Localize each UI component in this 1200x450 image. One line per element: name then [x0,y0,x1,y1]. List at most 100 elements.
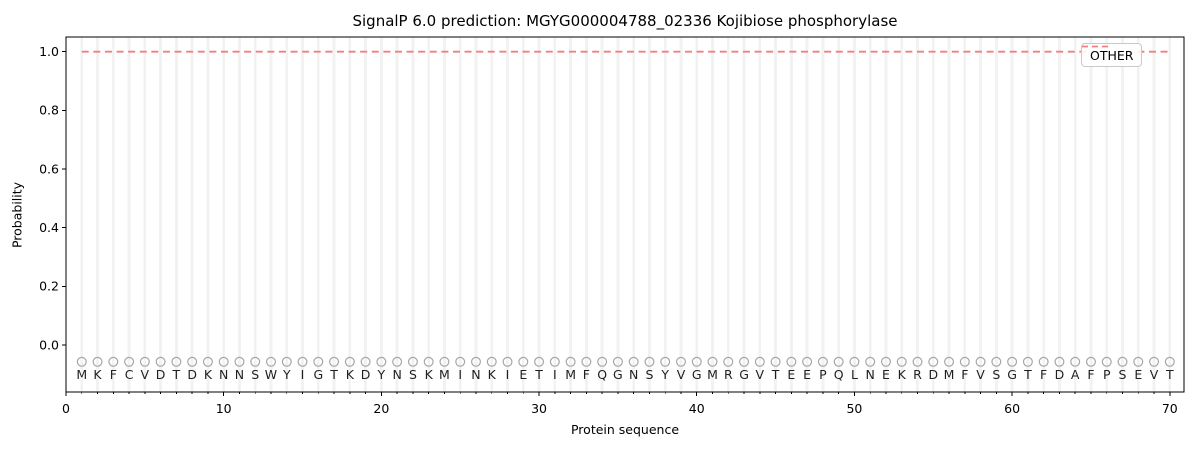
residue-marker [534,356,545,367]
residue-marker [234,356,245,367]
residue-marker [329,356,340,367]
axes-spines [65,36,1185,393]
residue-marker [1038,356,1049,367]
residue-marker [1117,356,1128,367]
residue-marker [849,356,860,367]
residue-letter: N [235,367,244,382]
residue-letter: V [1150,367,1159,382]
y-tick-label: 0.6 [39,161,59,176]
residue-letter: F [1040,367,1047,382]
y-tick-label: 0.2 [39,279,59,294]
x-axis-label: Protein sequence [570,422,680,437]
x-tick-label: 60 [1004,401,1020,416]
residue-marker [959,356,970,367]
residue-marker [455,356,466,367]
residue-marker [187,356,198,367]
residue-letter: E [519,367,527,382]
residue-letter: I [301,367,305,382]
residue-marker [581,356,592,367]
residue-letter: D [156,367,166,382]
residue-letter: Q [834,367,844,382]
residue-marker [928,356,939,367]
y-axis-label: Probability [9,181,25,249]
residue-marker [313,356,324,367]
residue-letter: N [219,367,228,382]
residue-marker [991,356,1002,367]
residue-marker [250,356,261,367]
residue-letter: C [125,367,134,382]
residue-letter: K [204,367,213,382]
x-tick-label: 0 [62,401,70,416]
residue-letter: M [707,367,718,382]
residue-marker [108,356,119,367]
residue-marker [360,356,371,367]
residue-marker [896,356,907,367]
residue-marker [518,356,529,367]
residue-marker [297,356,308,367]
residue-marker [644,356,655,367]
residue-marker [423,356,434,367]
x-tick-label: 50 [846,401,862,416]
residue-letter: E [803,367,811,382]
residue-marker [439,356,450,367]
residue-letter: F [583,367,590,382]
residue-letter: G [613,367,623,382]
residue-letter: I [458,367,462,382]
residue-letter: T [1023,367,1032,382]
residue-letter: V [141,367,150,382]
residue-marker [1070,356,1081,367]
residue-letter: N [392,367,401,382]
residue-marker [912,356,923,367]
residue-letter: A [1071,367,1080,382]
residue-marker [1007,356,1018,367]
residue-letter: Q [597,367,607,382]
residue-letter: K [346,367,355,382]
residue-marker [92,356,103,367]
residue-letter: K [425,367,434,382]
residue-marker [802,356,813,367]
legend-line-sample [1082,45,1110,48]
residue-marker [265,356,276,367]
residue-letter: S [1119,367,1127,382]
residue-letter: I [553,367,557,382]
residue-letter: K [898,367,907,382]
residue-marker [155,356,166,367]
residue-marker [660,356,671,367]
residue-letter: S [645,367,653,382]
residue-marker [565,356,576,367]
residue-letter: N [471,367,480,382]
residue-marker [139,356,150,367]
residue-marker [549,356,560,367]
legend-box: OTHER [1081,43,1143,67]
residue-marker [975,356,986,367]
residue-marker [1054,356,1065,367]
residue-letter: E [882,367,890,382]
residue-marker [502,356,513,367]
residue-letter: M [76,367,87,382]
residue-marker [1149,356,1160,367]
residue-letter: S [251,367,259,382]
residue-letter: G [1007,367,1017,382]
residue-letter: T [329,367,338,382]
residue-marker [770,356,781,367]
residue-marker [218,356,229,367]
residue-letter: M [439,367,450,382]
residue-letter: F [961,367,968,382]
residue-letter: V [677,367,686,382]
x-tick-label: 10 [216,401,232,416]
residue-marker [1133,356,1144,367]
residue-marker [786,356,797,367]
residue-letter: Y [282,367,291,382]
residue-letter: S [409,367,417,382]
residue-marker [486,356,497,367]
residue-letter: I [506,367,510,382]
chart-title: SignalP 6.0 prediction: MGYG000004788_02… [352,12,898,30]
residue-marker [76,356,87,367]
residue-marker [344,356,355,367]
x-tick-label: 70 [1162,401,1178,416]
residue-marker [124,356,135,367]
residue-marker [597,356,608,367]
residue-marker [470,356,481,367]
residue-letter: K [488,367,497,382]
